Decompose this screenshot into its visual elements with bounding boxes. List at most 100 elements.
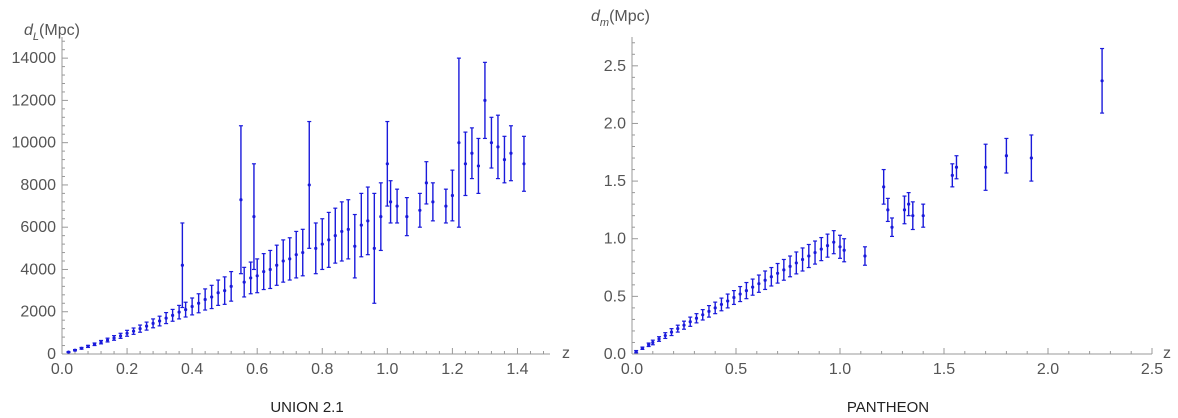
- data-point: [713, 306, 717, 310]
- data-point: [301, 250, 305, 255]
- data-point: [782, 268, 786, 272]
- data-point: [353, 244, 357, 248]
- data-point: [112, 336, 116, 340]
- x-axis-label: z: [562, 345, 570, 362]
- x-tick-label: 1.4: [506, 361, 528, 378]
- data-point: [418, 208, 422, 212]
- data-point: [825, 244, 830, 248]
- data-point: [682, 323, 686, 327]
- data-point: [223, 289, 227, 293]
- data-point: [340, 229, 344, 234]
- y-axis-label-unit: (Mpc): [39, 22, 80, 39]
- data-point: [242, 280, 246, 284]
- data-point: [138, 327, 142, 331]
- x-tick-label: 0.5: [725, 361, 747, 378]
- data-point: [180, 263, 184, 267]
- y-axis-label-main: d: [591, 8, 601, 25]
- y-tick-label: 14000: [12, 50, 57, 67]
- data-point: [268, 267, 272, 272]
- data-point: [732, 295, 736, 300]
- data-point: [496, 145, 500, 149]
- data-point: [794, 261, 798, 265]
- data-point: [388, 200, 393, 204]
- data-point: [1004, 154, 1009, 158]
- y-tick-label: 4000: [20, 261, 56, 278]
- data-point: [66, 350, 71, 354]
- y-axis-label-unit: (Mpc): [609, 8, 650, 25]
- data-point: [489, 141, 494, 145]
- y-tick-label: 10000: [12, 135, 57, 152]
- y-tick-label: 0.5: [604, 288, 626, 305]
- data-point: [744, 289, 749, 293]
- data-point: [372, 246, 376, 250]
- data-point: [450, 193, 454, 198]
- data-point: [640, 346, 645, 350]
- y-axis-label-sub: m: [600, 17, 609, 29]
- x-tick-label: 0.6: [246, 361, 268, 378]
- data-point: [669, 330, 674, 334]
- data-point: [366, 219, 370, 223]
- data-point: [379, 215, 383, 219]
- data-point: [483, 98, 487, 102]
- data-point: [320, 242, 324, 246]
- data-point: [151, 321, 155, 325]
- data-point: [262, 269, 266, 274]
- x-tick-label: 1.2: [441, 361, 463, 378]
- data-point: [890, 225, 894, 229]
- x-tick-label: 1.5: [933, 361, 955, 378]
- data-point: [252, 215, 256, 219]
- data-point: [813, 250, 817, 255]
- chart-title: UNION 2.1: [270, 399, 343, 416]
- data-point: [431, 200, 435, 204]
- data-point: [385, 162, 389, 166]
- data-point: [239, 198, 243, 202]
- data-point: [118, 334, 123, 338]
- y-axis-label: dL(Mpc): [24, 22, 80, 43]
- chart-panel-1: 0.0 0.5 1.0 1.5 2.0 2.5 0.0 0.5 1.0 1.5 2.0 2.5 dm(M…: [591, 8, 1171, 416]
- data-point: [726, 299, 730, 303]
- y-tick-label: 2000: [20, 304, 56, 321]
- y-tick-label: 6000: [20, 219, 56, 236]
- data-point: [663, 333, 667, 338]
- x-tick-label: 0.0: [51, 361, 73, 378]
- data-point: [769, 275, 773, 279]
- data-point: [92, 342, 97, 346]
- data-point: [509, 151, 513, 155]
- data-point: [907, 202, 911, 206]
- data-point: [395, 204, 399, 208]
- data-point: [73, 348, 77, 352]
- data-point: [676, 327, 680, 331]
- data-point: [738, 292, 742, 296]
- y-tick-label: 12000: [12, 92, 57, 109]
- y-tick-label: 1.0: [604, 231, 626, 248]
- y-tick-label: 0: [47, 346, 56, 363]
- series-0: [66, 57, 526, 354]
- data-point: [1029, 156, 1033, 160]
- data-point: [164, 316, 168, 320]
- data-point: [359, 223, 363, 227]
- data-point: [502, 157, 507, 162]
- data-point: [470, 151, 474, 155]
- data-point: [144, 324, 149, 328]
- data-point: [229, 284, 233, 288]
- data-point: [203, 297, 207, 302]
- x-tick-label: 0.0: [621, 361, 643, 378]
- data-point: [476, 164, 481, 168]
- data-point: [788, 264, 792, 268]
- data-point: [125, 331, 129, 335]
- chart-panel-0: 0.0 0.2 0.4 0.6 0.8 1.0 1.2 1.4 0 2000 4000 6000 800…: [12, 22, 571, 416]
- y-tick-label: 2.5: [604, 58, 626, 75]
- data-point: [216, 291, 220, 295]
- data-point: [99, 340, 103, 344]
- y-tick-label: 2.0: [604, 115, 626, 132]
- y-axis-label-sub: L: [33, 31, 39, 43]
- data-point: [863, 254, 867, 258]
- x-axis-label: z: [1163, 345, 1171, 362]
- data-point: [807, 254, 811, 258]
- data-point: [634, 350, 638, 354]
- data-point: [522, 162, 526, 166]
- data-point: [902, 208, 907, 212]
- data-point: [688, 320, 692, 324]
- data-point: [327, 238, 331, 242]
